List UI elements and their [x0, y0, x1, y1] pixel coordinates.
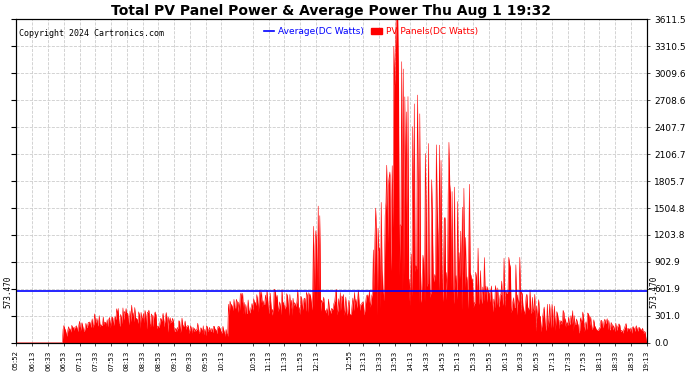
Text: 573.470: 573.470: [650, 275, 659, 308]
Text: 573.470: 573.470: [3, 275, 12, 308]
Text: Copyright 2024 Cartronics.com: Copyright 2024 Cartronics.com: [19, 29, 164, 38]
Title: Total PV Panel Power & Average Power Thu Aug 1 19:32: Total PV Panel Power & Average Power Thu…: [111, 4, 551, 18]
Legend: Average(DC Watts), PV Panels(DC Watts): Average(DC Watts), PV Panels(DC Watts): [260, 24, 482, 40]
